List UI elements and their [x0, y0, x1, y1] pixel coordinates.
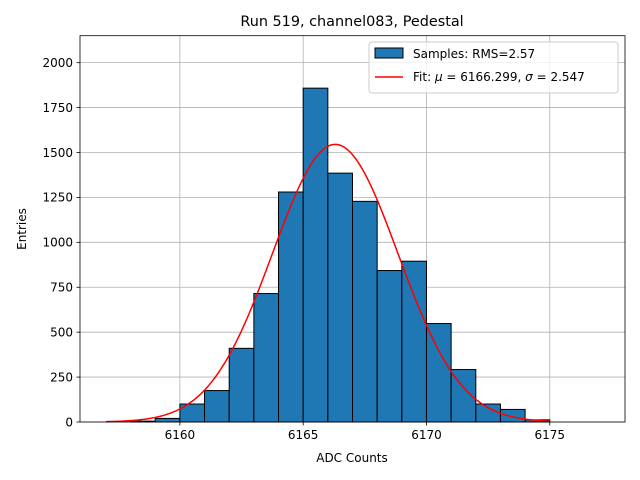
legend-fit-mid: = 6166.299, [443, 70, 526, 84]
histogram-bar [376, 270, 403, 423]
fit-curve [105, 143, 550, 423]
legend-fit-mu-symbol: μ [434, 70, 443, 84]
plot-frame [79, 35, 626, 423]
legend-fit-suffix: = 2.547 [533, 70, 585, 84]
x-tick-label: 6165 [288, 428, 319, 442]
legend-histogram-swatch [374, 47, 404, 59]
y-tick-label: 1250 [42, 191, 73, 205]
y-tick-label: 2000 [42, 56, 73, 70]
x-axis-label: ADC Counts [316, 451, 388, 465]
y-axis-label: Entries [15, 208, 29, 250]
chart-title: Run 519, channel083, Pedestal [240, 14, 463, 30]
fit-curve-group [105, 143, 550, 423]
y-tick-label: 1500 [42, 146, 73, 160]
x-tick-label: 6170 [411, 428, 442, 442]
histogram-bar [401, 260, 427, 423]
histogram-bar [475, 403, 501, 423]
histogram-bar [204, 390, 230, 423]
histogram-bar [327, 172, 353, 423]
legend-fit-label: Fit: μ = 6166.299, σ = 2.547 [413, 70, 585, 84]
histogram-bar [253, 293, 280, 423]
histogram-bar [352, 200, 378, 423]
x-axis-ticks: 6160 6165 6170 6175 [165, 422, 565, 442]
y-axis-ticks: 0 250 500 750 1000 1250 1500 1750 2000 [42, 56, 80, 429]
histogram-bar [499, 408, 526, 423]
y-tick-label: 500 [50, 325, 73, 339]
y-tick-label: 1750 [42, 101, 73, 115]
x-tick-label: 6175 [535, 428, 566, 442]
legend-box [368, 41, 619, 94]
y-tick-label: 250 [50, 370, 73, 384]
x-tick-label: 6160 [165, 428, 196, 442]
y-tick-label: 1000 [42, 236, 73, 250]
histogram-bar [425, 323, 452, 423]
legend-histogram-label: Samples: RMS=2.57 [413, 47, 535, 61]
histogram-bar [154, 417, 181, 423]
legend-fit-prefix: Fit: [413, 70, 435, 84]
y-tick-label: 0 [65, 415, 73, 429]
legend: Samples: RMS=2.57 Fit: μ = 6166.299, σ =… [368, 41, 619, 94]
legend-fit-sigma-symbol: σ [525, 70, 533, 84]
histogram-bar [302, 87, 329, 423]
histogram-bar [228, 347, 255, 423]
y-tick-label: 750 [50, 281, 73, 295]
